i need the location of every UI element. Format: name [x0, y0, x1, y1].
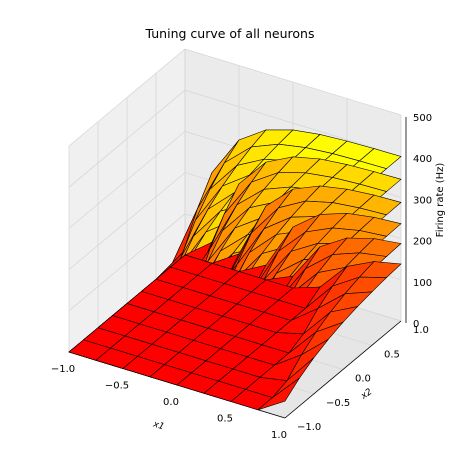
z-tick-label: 300: [413, 195, 432, 206]
z-axis-label: Firing rate (Hz): [435, 163, 446, 238]
z-tick-label: 500: [413, 113, 432, 124]
z-tick-label: 200: [413, 237, 432, 248]
x-tick-label: −1.0: [51, 364, 75, 375]
surface-group: [68, 129, 402, 411]
y-tick-label: 0.5: [384, 349, 400, 360]
surface-neuron-6: [68, 254, 402, 411]
y-tick-label: 0.0: [355, 374, 371, 385]
y-tick-label: −1.0: [297, 422, 321, 433]
grid-line-z: [68, 89, 402, 188]
x-tick-label: −0.5: [105, 381, 129, 392]
x-tick-label: 0.5: [217, 414, 233, 425]
z-tick-label: 100: [413, 278, 432, 289]
z-tick-label: 0: [413, 319, 419, 330]
y-axis-line: [284, 320, 402, 419]
surface-patch: [257, 377, 300, 411]
y-axis-label: x2: [359, 387, 375, 402]
y-tick-label: 1.0: [413, 325, 429, 336]
chart-title: Tuning curve of all neurons: [145, 26, 315, 41]
x-axis-label: x1: [151, 419, 166, 432]
y-tick-label: −0.5: [326, 398, 350, 409]
z-tick-label: 400: [413, 154, 432, 165]
x-tick-label: 0.0: [163, 397, 179, 408]
grid-line-z: [68, 48, 402, 147]
tick-labels: −1.0−0.50.00.51.0−1.0−0.50.00.51.0010020…: [51, 113, 432, 441]
x-tick-label: 1.0: [271, 430, 287, 441]
